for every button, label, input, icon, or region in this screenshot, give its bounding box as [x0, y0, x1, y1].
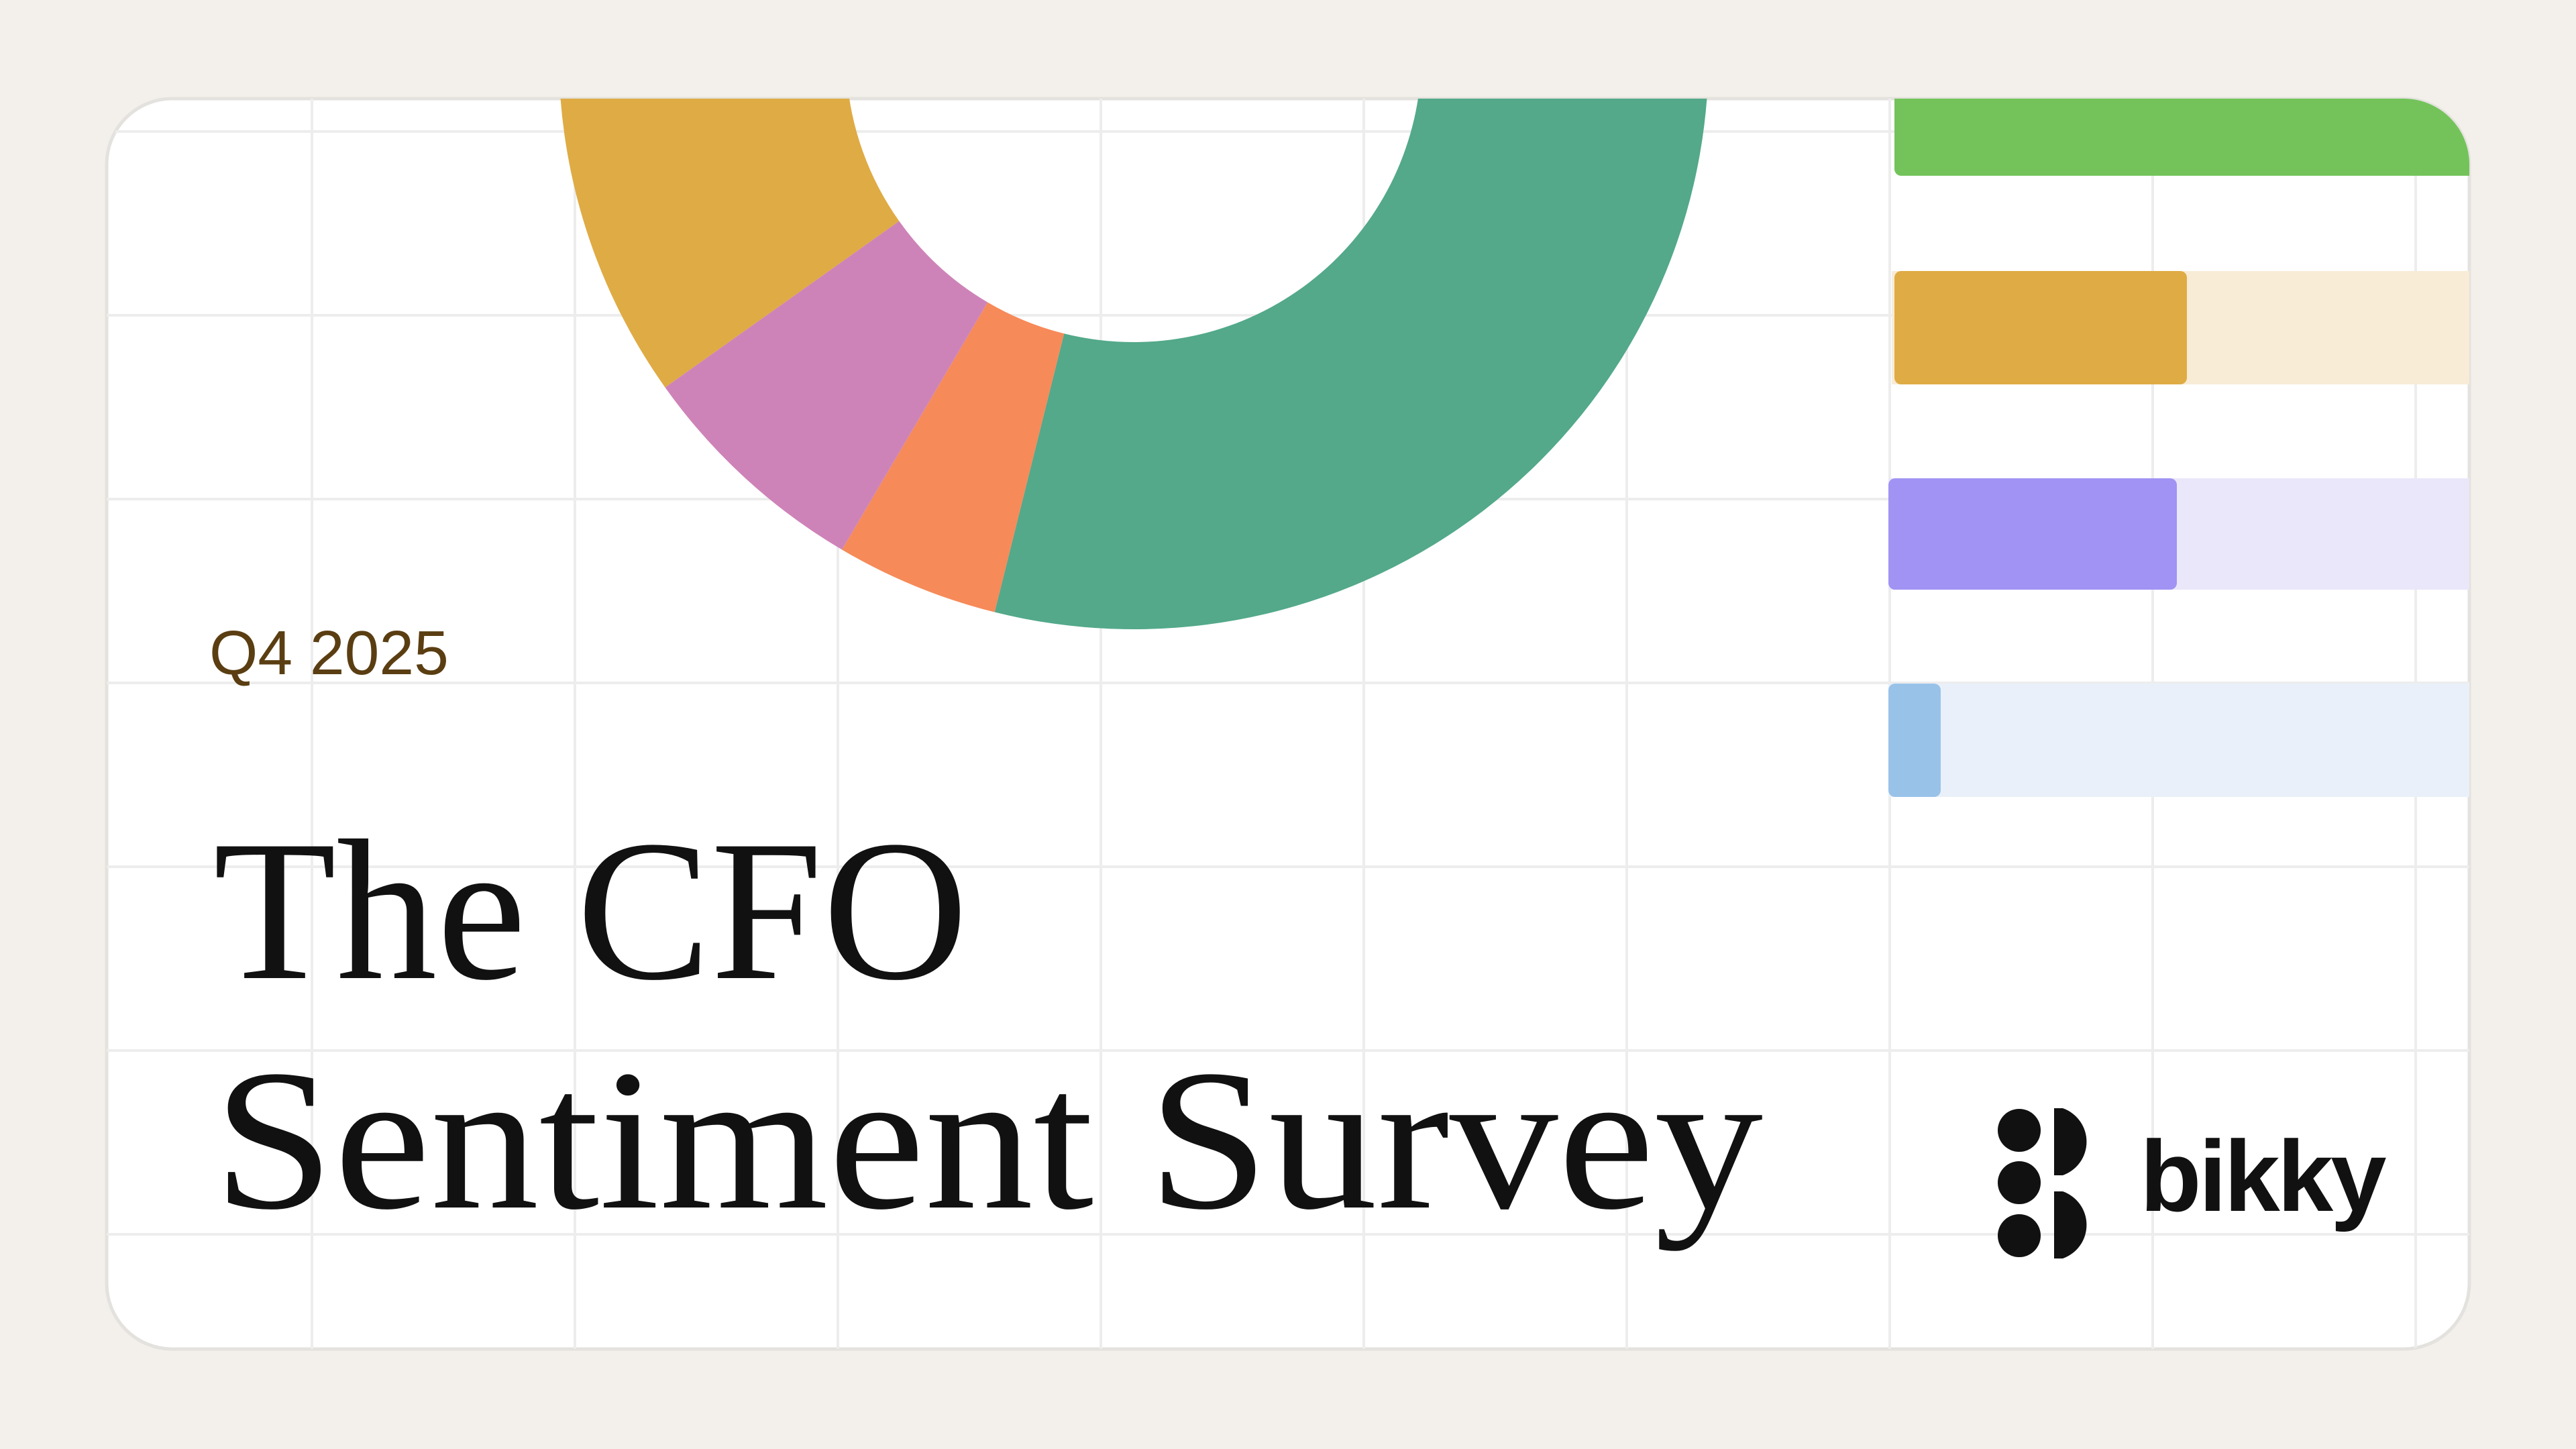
- logo-shape: [2054, 1191, 2087, 1258]
- bar-track: [1888, 684, 2469, 797]
- bar: [1894, 99, 2469, 176]
- bar: [1894, 271, 2187, 384]
- logo-dot: [1998, 1109, 2041, 1152]
- bar: [1888, 478, 2177, 590]
- logo-shape: [2054, 1108, 2087, 1175]
- donut-segment: [665, 221, 988, 550]
- logo-dot: [1998, 1214, 2041, 1257]
- title-line: Sentiment Survey: [213, 1028, 1763, 1252]
- logo-dot: [1998, 1161, 2041, 1204]
- bar: [1888, 684, 1941, 797]
- bars: [1888, 99, 2469, 797]
- period: Q4 2025: [209, 618, 449, 688]
- title-line: The CFO: [213, 799, 968, 1022]
- donut-segment: [559, 99, 1134, 388]
- brand-logo: [1998, 1108, 2087, 1258]
- donut: [559, 99, 1709, 629]
- donut-segment: [994, 99, 1709, 629]
- donut-segment: [842, 302, 1065, 612]
- decoration: [107, 99, 2469, 1349]
- brand-name: bikky: [2140, 1120, 2386, 1232]
